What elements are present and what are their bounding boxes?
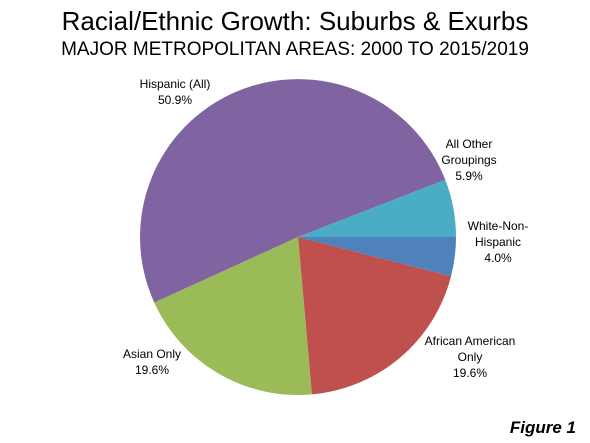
slice-value-label: 5.9% bbox=[455, 169, 483, 183]
pie-slice bbox=[298, 237, 452, 395]
slice-category-label: All Other bbox=[446, 137, 493, 151]
pie-slice bbox=[140, 79, 446, 303]
figure-label: Figure 1 bbox=[509, 418, 576, 437]
slice-category-label: Hispanic bbox=[475, 235, 521, 249]
slice-label: Asian Only 19.6% bbox=[123, 347, 181, 377]
slice-label: African American Only 19.6% bbox=[425, 334, 516, 380]
slice-label: All Other Groupings 5.9% bbox=[441, 137, 496, 183]
chart-subtitle: MAJOR METROPOLITAN AREAS: 2000 TO 2015/2… bbox=[61, 39, 529, 60]
chart-title: Racial/Ethnic Growth: Suburbs & Exurbs bbox=[61, 6, 529, 36]
slice-value-label: 4.0% bbox=[484, 251, 512, 265]
slice-category-label: Only bbox=[458, 350, 483, 364]
slice-value-label: 19.6% bbox=[453, 366, 487, 380]
slice-category-label: African American bbox=[425, 334, 516, 348]
slice-label: White-Non- Hispanic 4.0% bbox=[468, 219, 529, 265]
slice-category-label: White-Non- bbox=[468, 219, 529, 233]
pie-slice bbox=[298, 237, 456, 277]
slice-label: Hispanic (All) 50.9% bbox=[140, 77, 211, 107]
pie-slice bbox=[298, 179, 456, 237]
slice-category-label: Hispanic (All) bbox=[140, 77, 211, 91]
slice-value-label: 50.9% bbox=[158, 93, 192, 107]
slice-value-label: 19.6% bbox=[135, 363, 169, 377]
slice-category-label: Asian Only bbox=[123, 347, 181, 361]
slice-category-label: Groupings bbox=[441, 153, 496, 167]
pie-slice bbox=[154, 237, 312, 396]
